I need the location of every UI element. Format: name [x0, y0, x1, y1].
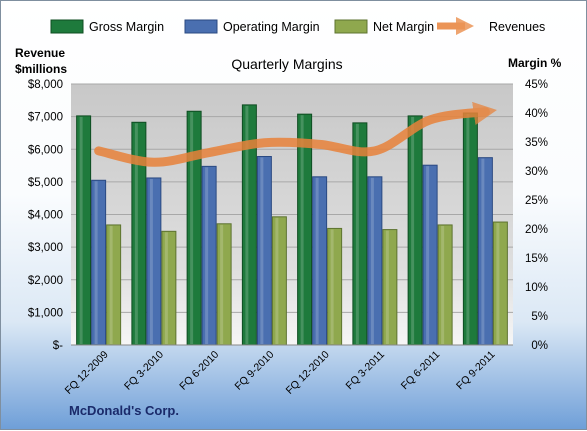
bar-gross-margin [76, 115, 92, 346]
revenue-line [94, 101, 497, 167]
legend-swatch-gross-margin [50, 19, 84, 34]
bar-gross-margin [186, 110, 202, 346]
bar-highlight [79, 116, 83, 345]
legend-label-operating-margin: Operating Margin [223, 20, 320, 34]
bar-net-margin [271, 216, 287, 346]
bar-highlight [355, 123, 359, 344]
y-right-tick-label: 30% [525, 166, 548, 178]
bar-operating-margin [367, 176, 383, 346]
bar-highlight [300, 115, 304, 344]
bar-highlight [441, 225, 445, 344]
bar-highlight [205, 167, 209, 344]
y-right-axis-title: Margin % [508, 56, 562, 70]
bar-highlight [190, 112, 194, 344]
bar-operating-margin [477, 157, 493, 346]
x-category-label: FQ 9-2010 [233, 349, 277, 393]
legend-label-gross-margin: Gross Margin [89, 20, 164, 34]
bar-highlight [496, 223, 500, 344]
bar-net-margin [161, 230, 177, 346]
y-right-tick-label: 5% [531, 311, 548, 323]
bar-highlight [164, 232, 168, 344]
y-right-tick-label: 40% [525, 108, 548, 120]
bar-highlight [370, 177, 374, 344]
y-left-tick-label: $5,000 [28, 177, 63, 189]
bar-operating-margin [422, 164, 438, 346]
bar-highlight [134, 123, 138, 344]
y-left-tick-label: $6,000 [28, 144, 63, 156]
legend-swatch-operating-margin [184, 19, 218, 34]
bars-group [76, 104, 508, 346]
y-right-tick-label: 45% [525, 79, 548, 91]
x-category-label: FQ 3-2010 [122, 349, 166, 393]
bar-operating-margin [146, 177, 162, 346]
legend-label-revenues: Revenues [489, 20, 545, 34]
y-left-tick-label: $3,000 [28, 242, 63, 254]
y-left-tick-label: $7,000 [28, 112, 63, 124]
bar-highlight [275, 217, 279, 344]
company-name: McDonald's Corp. [69, 403, 179, 418]
bar-highlight [109, 225, 113, 344]
x-category-label: FQ 12-2010 [284, 349, 332, 397]
bar-net-margin [492, 221, 508, 346]
legend: Gross Margin Operating Margin Net Margin… [50, 16, 545, 36]
bar-net-margin [327, 227, 343, 346]
bar-net-margin [382, 229, 398, 346]
revenue-line-group [94, 101, 497, 167]
y-right-ticks: 0% 5% 10% 15% 20% 25% 30% 35% 40% 45% [525, 79, 548, 352]
y-left-tick-label: $- [53, 340, 63, 352]
y-left-ticks: $- $1,000 $2,000 $3,000 $4,000 $5,000 $6,000 $7… [28, 79, 63, 352]
x-category-label: FQ 3-2011 [344, 349, 388, 393]
x-category-labels: FQ 12-2009 FQ 3-2010 FQ 6-2010 FQ 9-2010 FQ … [63, 349, 498, 397]
bar-highlight [411, 116, 415, 345]
y-left-axis-title-line1: Revenue [15, 46, 65, 60]
bar-operating-margin [312, 176, 328, 346]
y-left-tick-label: $4,000 [28, 210, 63, 222]
x-category-label: FQ 6-2011 [399, 349, 443, 393]
bar-highlight [220, 224, 224, 344]
bar-highlight [481, 158, 485, 344]
bar-operating-margin [91, 179, 107, 346]
bar-highlight [385, 230, 389, 344]
y-left-axis-title-line2: $millions [15, 62, 67, 76]
bar-highlight [466, 114, 470, 344]
y-right-tick-label: 0% [531, 340, 548, 352]
bar-gross-margin [407, 115, 423, 346]
bar-highlight [260, 157, 264, 344]
bar-highlight [149, 178, 153, 344]
y-left-tick-label: $2,000 [28, 275, 63, 287]
bar-highlight [245, 105, 249, 344]
legend-swatch-net-margin [334, 19, 368, 34]
bar-net-margin [216, 223, 232, 346]
bar-highlight [315, 177, 319, 344]
x-category-label: FQ 6-2010 [177, 349, 221, 393]
x-category-label: FQ 12-2009 [63, 349, 111, 397]
y-right-tick-label: 35% [525, 137, 548, 149]
x-category-label: FQ 9-2011 [454, 349, 498, 393]
bar-net-margin [106, 224, 122, 346]
bar-gross-margin [462, 112, 478, 346]
y-left-tick-label: $8,000 [28, 79, 63, 91]
bar-gross-margin [297, 113, 313, 346]
bar-operating-margin [201, 165, 217, 346]
legend-label-net-margin: Net Margin [373, 20, 434, 34]
y-right-tick-label: 25% [525, 195, 548, 207]
bar-highlight [330, 229, 334, 344]
chart-title: Quarterly Margins [231, 56, 342, 72]
y-right-tick-label: 10% [525, 282, 548, 294]
bar-highlight [94, 181, 98, 344]
y-left-tick-label: $1,000 [28, 307, 63, 319]
y-right-tick-label: 15% [525, 253, 548, 265]
y-right-tick-label: 20% [525, 224, 548, 236]
bar-operating-margin [256, 156, 272, 346]
bar-highlight [426, 166, 430, 344]
bar-net-margin [437, 224, 453, 346]
